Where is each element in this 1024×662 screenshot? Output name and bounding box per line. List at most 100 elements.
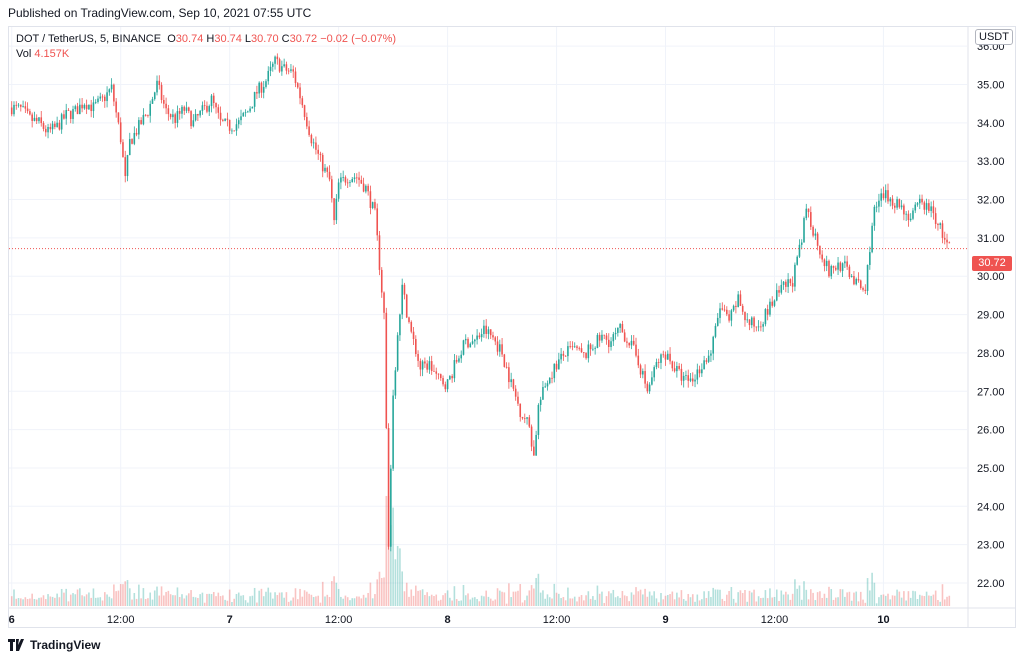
y-tick-label: 22.00 — [977, 578, 1005, 590]
candle-body — [290, 69, 292, 71]
volume-bar — [544, 598, 547, 606]
volume-bar — [864, 602, 867, 606]
volume-bar — [714, 589, 717, 606]
volume-bar — [126, 580, 129, 606]
volume-bar — [467, 593, 469, 606]
volume-bar — [501, 591, 503, 606]
candle-body — [74, 106, 77, 110]
volume-bar — [871, 572, 873, 606]
candle-body — [10, 107, 13, 115]
candle-body — [837, 262, 839, 270]
candle-body — [104, 96, 106, 102]
candle-body — [31, 114, 33, 121]
candle-body — [696, 369, 699, 380]
open-key: O — [167, 33, 176, 45]
candle-body — [365, 185, 367, 192]
candle-body — [639, 365, 642, 375]
candle-body — [99, 96, 102, 99]
volume-bar — [106, 594, 108, 606]
volume-bar — [685, 600, 687, 606]
candle-body — [222, 119, 224, 121]
candle-body — [453, 360, 456, 379]
volume-bar — [528, 590, 531, 606]
y-tick-label: 29.00 — [977, 310, 1005, 322]
chart-frame — [8, 26, 1016, 628]
candle-body — [410, 322, 413, 332]
currency-button[interactable]: USDT — [975, 29, 1013, 45]
volume-bar — [537, 573, 540, 606]
volume-bar — [140, 598, 142, 606]
volume-bar — [190, 590, 192, 606]
volume-bar — [841, 589, 844, 606]
volume-bar — [603, 602, 606, 606]
volume-bar — [228, 589, 231, 606]
volume-bar — [426, 592, 428, 606]
candle-body — [848, 266, 851, 278]
volume-bar — [478, 601, 481, 606]
candle-body — [573, 346, 576, 348]
candle-body — [449, 376, 451, 380]
volume-bar — [857, 601, 860, 606]
candle-body — [653, 367, 655, 378]
candle-body — [249, 108, 251, 112]
candle-body — [144, 114, 147, 116]
candle-body — [374, 202, 376, 209]
volume-bar — [610, 593, 612, 606]
candle-body — [362, 183, 365, 192]
volume-bar — [471, 597, 474, 606]
volume-bar — [442, 595, 444, 606]
candle-body — [312, 142, 315, 144]
candle-body — [199, 110, 201, 116]
candle-body — [526, 417, 528, 419]
volume-bar — [265, 591, 267, 606]
tradingview-logo[interactable]: TradingView — [8, 638, 100, 654]
candle-body — [884, 190, 887, 199]
volume-bar — [110, 598, 113, 606]
published-header: Published on TradingView.com, Sep 10, 20… — [8, 6, 312, 20]
volume-bar — [739, 590, 742, 606]
y-tick-label: 35.00 — [977, 80, 1005, 92]
candle-body — [197, 113, 199, 116]
volume-bar — [930, 595, 932, 606]
volume-bar — [517, 590, 519, 606]
volume-bar — [558, 593, 560, 606]
volume-bar — [299, 588, 301, 606]
volume-bar — [72, 593, 74, 606]
volume-bar — [249, 596, 251, 606]
candle-body — [642, 371, 644, 375]
volume-bar — [383, 577, 385, 606]
candle-body — [928, 203, 930, 211]
volume-bar — [746, 601, 749, 606]
candle-body — [562, 353, 565, 356]
volume-bar — [174, 595, 176, 606]
candle-body — [458, 358, 460, 362]
volume-bar — [721, 598, 724, 606]
volume-bar — [828, 586, 830, 606]
candle-body — [360, 179, 363, 184]
volume-bar — [240, 595, 242, 606]
symbol-label[interactable]: DOT / TetherUS, 5, BINANCE — [16, 33, 162, 45]
volume-bar — [335, 582, 338, 606]
volume-bar — [394, 559, 397, 606]
candle-body — [240, 116, 242, 121]
volume-bar — [778, 600, 780, 606]
volume-bar — [351, 598, 354, 606]
y-tick-label: 27.00 — [977, 386, 1005, 398]
candle-body — [614, 332, 617, 335]
candle-body — [558, 359, 560, 370]
volume-bar — [321, 581, 324, 606]
volume-bar — [533, 588, 535, 606]
volume-bar — [639, 589, 642, 606]
candle-body — [390, 468, 392, 547]
candle-body — [764, 309, 767, 325]
volume-bar — [144, 599, 147, 606]
volume-bar — [35, 599, 38, 606]
candle-body — [873, 206, 876, 226]
candle-body — [889, 198, 892, 202]
x-tick-label: 12:00 — [107, 614, 135, 626]
candle-body — [308, 126, 310, 135]
candle-body — [841, 263, 844, 271]
volume-bar — [775, 589, 778, 606]
candle-body — [701, 369, 703, 374]
